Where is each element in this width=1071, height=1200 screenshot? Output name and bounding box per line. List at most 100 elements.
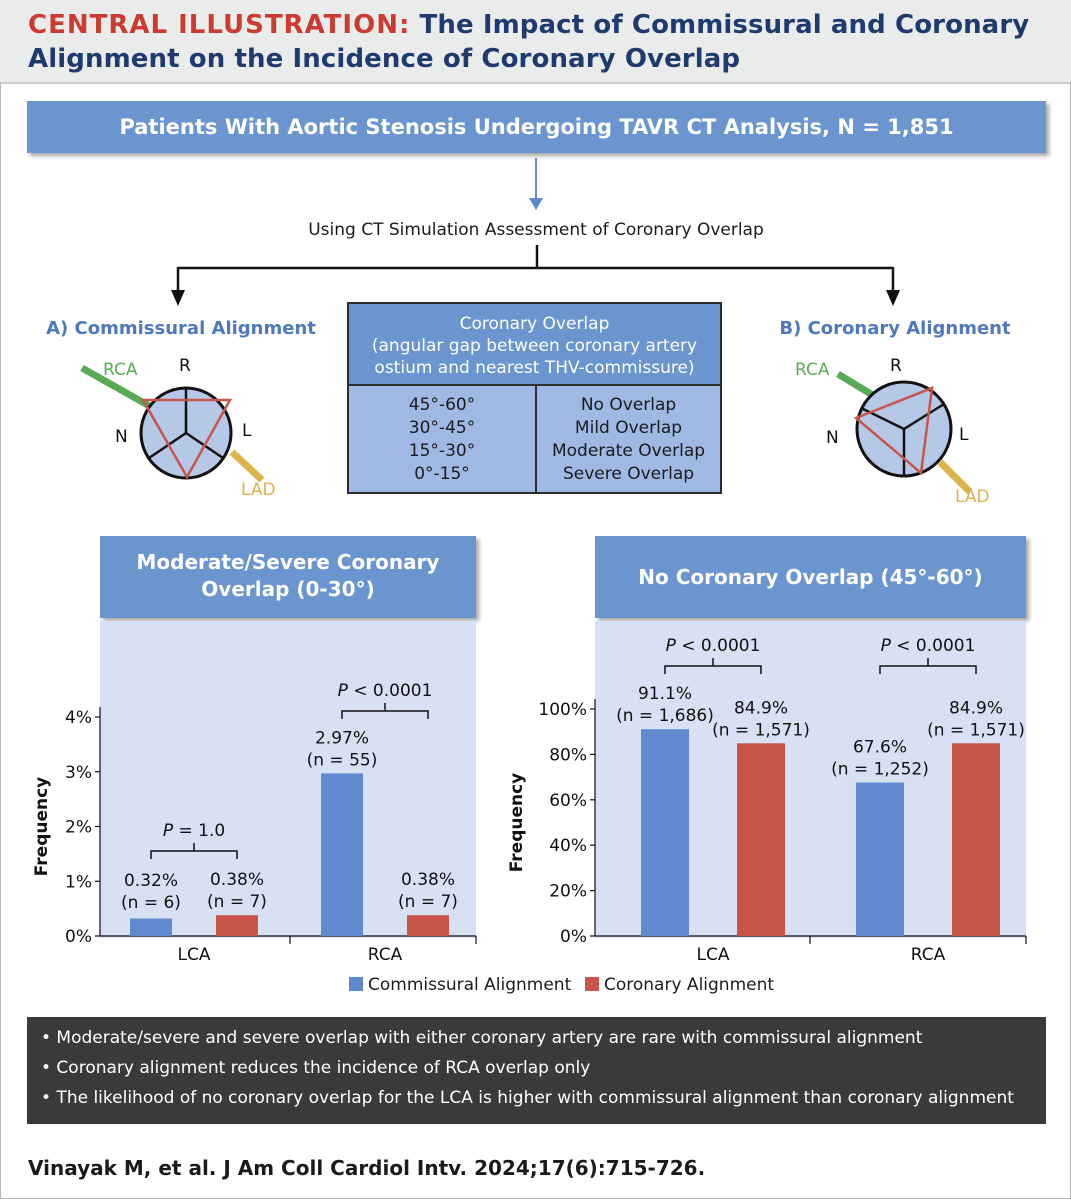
p-text: = 1.0 [173,821,225,841]
bar [130,918,172,936]
citation: Vinayak M, et al. J Am Coll Cardiol Intv… [28,1156,706,1180]
bar-value-label: 91.1% [638,684,692,704]
flow-arrows [171,158,900,306]
bullet-item: • The likelihood of no coronary overlap … [41,1088,1014,1108]
bar-n-label: (n = 6) [121,893,181,913]
bullet-item: • Coronary alignment reduces the inciden… [41,1058,591,1078]
diagram-a-valve: RCA R N L LAD [80,356,276,500]
x-category-label: LCA [697,945,730,965]
p-value-label: P < 0.0001 [666,636,761,656]
table-header-line-1: Coronary Overlap [459,314,610,334]
p-value-bracket [879,658,977,674]
p-symbol: P [666,636,677,656]
x-category-label: LCA [178,945,211,965]
bullet-item: • Moderate/severe and severe overlap wit… [41,1028,923,1048]
legend-swatch-coronary [585,977,599,991]
category-column: No Overlap Mild Overlap Moderate Overlap… [537,394,720,486]
table-divider [535,386,537,492]
table-header-line-2: (angular gap between coronary artery [371,336,698,356]
p-symbol: P [338,681,349,701]
lad-vessel [937,459,973,495]
thv-triangle [853,386,934,476]
p-value-label: P < 0.0001 [338,681,433,701]
angle-cell: 45°-60° [408,395,476,415]
bar [737,743,785,936]
commissure-line-2 [148,431,187,460]
commissure-line-2 [860,406,905,431]
chart1-background [100,621,476,938]
bar-value-label: 0.32% [124,871,178,891]
lad-label: LAD [955,487,990,507]
chart1-title-box: Moderate/Severe Coronary Overlap (0-30°) [100,536,476,618]
branch-right-arrowhead [886,290,900,306]
chart2-svg: 0% 20% 40% 60% 80% 100% Frequency LCA (n = 1,686… [507,636,1027,965]
y-tick-label: 20% [549,882,587,902]
chart2-title-line-1: No Coronary Overlap (45°-60°) [638,565,983,589]
thv-triangle [140,398,233,480]
key-findings-box: • Moderate/severe and severe overlap wit… [27,1017,1046,1124]
p-text: < 0.0001 [891,636,976,656]
x-category-label: RCA [368,945,403,965]
commissure-line-3 [903,402,945,431]
bar [641,729,689,936]
branch-left-arrowhead [171,290,185,306]
bar-n-label: (n = 1,252) [831,760,929,780]
category-cell: Moderate Overlap [551,441,706,461]
y-tick-label: 40% [549,836,587,856]
overlap-table-body: 45°-60° 30°-45° 15°-30° 0°-15° No Overla… [349,384,720,492]
overlap-table-header: Coronary Overlap (angular gap between co… [349,304,720,384]
bar-n-label: (n = 55) [307,750,378,770]
legend-label-coronary: Coronary Alignment [604,975,775,995]
legend-swatch-commissural [349,977,363,991]
chart1-title-line-1: Moderate/Severe Coronary [136,550,440,574]
chart1-svg: 0% 1% 2% 3% 4% Frequency LCA (n = 6)0.32% (n = 7… [32,681,477,965]
bar [321,773,363,936]
bar-n-label: (n = 1,686) [616,706,714,726]
y-tick-label: 1% [65,872,92,892]
p-value-bracket [150,843,238,859]
p-text: < 0.0001 [676,636,761,656]
bar [856,782,904,936]
r-label: R [890,356,902,376]
bar [216,915,258,936]
population-box: Patients With Aortic Stenosis Undergoing… [27,101,1046,153]
chart1-title-line-2: Overlap (0-30°) [201,577,375,601]
category-cell: Mild Overlap [574,418,683,438]
p-symbol: P [163,821,174,841]
bar-value-label: 84.9% [949,698,1003,718]
n-label: N [115,427,128,447]
angle-cell: 15°-30° [408,441,476,461]
lad-label: LAD [241,480,276,500]
diagram-b-valve: RCA R N L LAD [795,356,990,507]
l-label: L [242,421,252,441]
p-value-label: P = 1.0 [163,821,225,841]
bar-value-label: 0.38% [401,870,455,890]
angle-cell: 30°-45° [408,418,476,438]
title-text-1: The Impact of Commissural and Coronary [419,10,1030,40]
y-tick-label: 0% [560,927,587,947]
rca-label: RCA [795,360,830,380]
title-kicker: CENTRAL ILLUSTRATION: [28,10,411,40]
p-text: < 0.0001 [348,681,433,701]
bar-value-label: 67.6% [853,738,907,758]
category-cell: No Overlap [580,395,677,415]
y-tick-label: 2% [65,818,92,838]
y-tick-label: 3% [65,763,92,783]
l-label: L [959,425,969,445]
lad-vessel [229,449,265,483]
y-axis-label: Frequency [507,773,527,873]
x-category-label: RCA [911,945,946,965]
down-arrow-head [529,198,543,210]
bar-n-label: (n = 7) [398,892,458,912]
y-tick-label: 60% [549,791,587,811]
bar-value-label: 84.9% [734,698,788,718]
title-line-2: Alignment on the Incidence of Coronary O… [28,44,741,74]
p-value-bracket [664,658,762,674]
angle-cell: 0°-15° [414,464,470,484]
p-symbol: P [881,636,892,656]
method-text: Using CT Simulation Assessment of Corona… [308,220,764,240]
diagram-b-title: B) Coronary Alignment [779,318,1011,339]
chart2-title-box: No Coronary Overlap (45°-60°) [595,536,1026,618]
bar-n-label: (n = 1,571) [927,720,1025,740]
category-cell: Severe Overlap [562,464,695,484]
